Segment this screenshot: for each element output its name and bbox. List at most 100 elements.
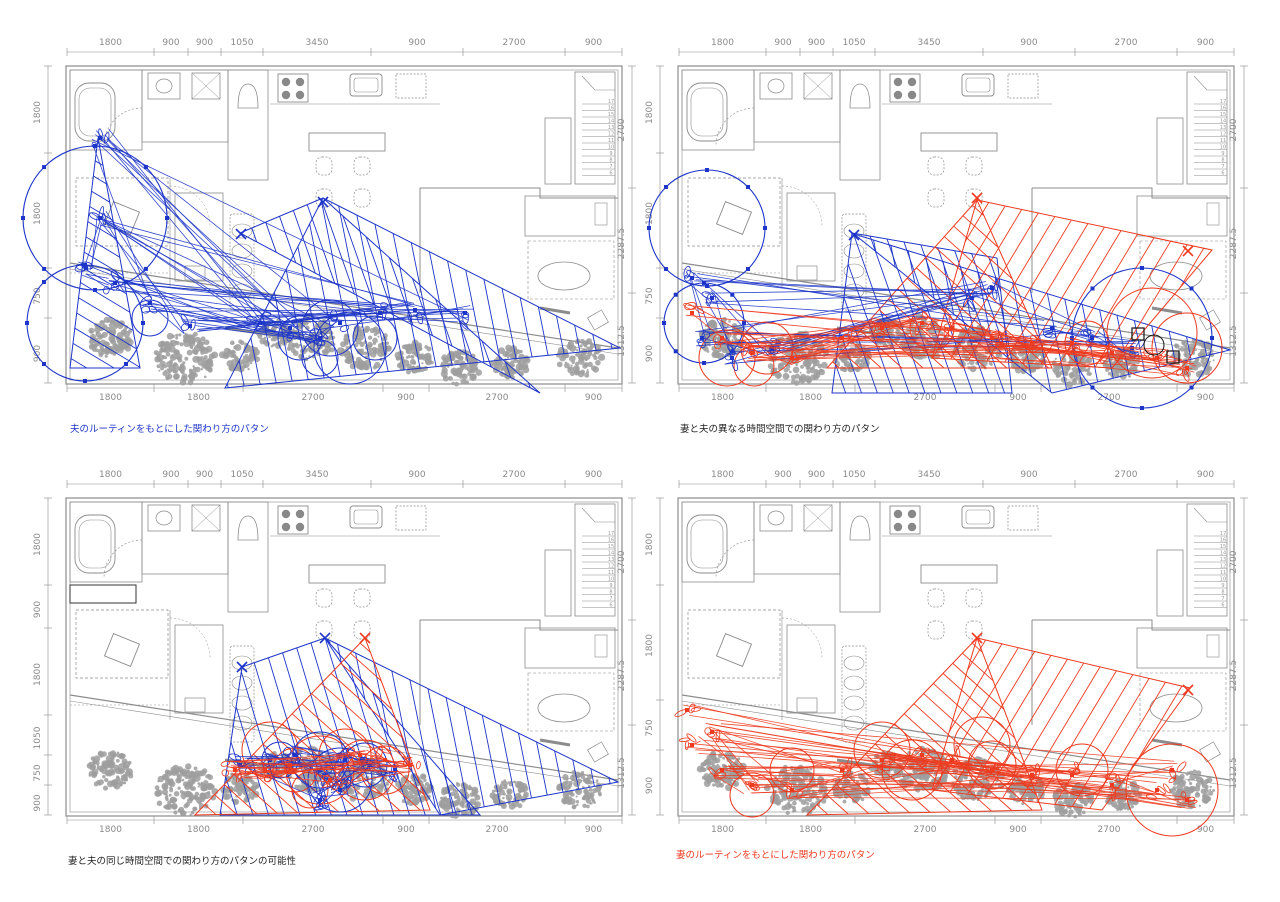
washroom-wall <box>141 69 229 143</box>
panel-wife: 1800 900 900 1050 3450 900 2700 900 1800 1800 2700… <box>632 470 1248 850</box>
trace-loop <box>1158 349 1169 361</box>
foliage-dot <box>1116 807 1120 812</box>
bathtub <box>74 514 116 574</box>
foliage-dot <box>565 780 569 784</box>
foliage-dot <box>248 791 251 794</box>
foliage-dot <box>577 370 585 378</box>
foliage-dot <box>200 781 203 784</box>
foliage-dot <box>1203 362 1207 366</box>
foliage-dot <box>471 786 479 794</box>
cross-stroke <box>359 632 371 644</box>
foliage-dot <box>105 355 108 358</box>
dining-chair <box>965 156 983 176</box>
foliage-dot <box>377 343 384 349</box>
trace-line <box>316 321 337 345</box>
trace-line <box>743 334 884 349</box>
trace-node <box>393 768 397 772</box>
burner <box>893 522 903 532</box>
cross-stroke <box>848 229 860 241</box>
dimension-label-top: 3450 <box>918 470 941 480</box>
foliage-dot <box>192 809 195 812</box>
zone-circle-node <box>1090 286 1095 291</box>
foliage-dot <box>232 798 240 806</box>
dimension-label-left: 900 <box>33 601 43 618</box>
foliage-dot <box>451 356 456 361</box>
husband-view-hatch <box>420 746 442 816</box>
foliage-dot <box>940 778 946 784</box>
trace-line <box>239 755 266 768</box>
zone-circle-node <box>673 349 678 354</box>
trace-loop <box>791 357 804 364</box>
trace-node <box>318 798 322 802</box>
bathtub <box>686 514 728 574</box>
husband-view-hatch <box>292 210 316 274</box>
husband-view-hatch <box>572 759 580 790</box>
zone-circle-node <box>21 216 25 220</box>
foliage-dot <box>575 800 580 804</box>
foliage-dot <box>113 346 117 349</box>
foliage-dot <box>573 368 580 375</box>
marker-square <box>1131 327 1145 341</box>
foliage-dot <box>202 788 206 792</box>
foliage-dot <box>182 338 188 344</box>
panel-husband: 1800 900 900 1050 3450 900 2700 900 1800 1800 2700… <box>20 38 636 418</box>
husband-view-hatch <box>873 239 877 252</box>
wife-view-hatch <box>204 804 217 815</box>
trace-line <box>719 321 889 344</box>
zone-circle-node <box>1070 336 1074 340</box>
trace-loop <box>290 768 297 775</box>
toilet-wall <box>227 69 269 181</box>
trace-line <box>377 762 380 766</box>
foliage-dot <box>1024 794 1027 797</box>
trace-loop <box>1100 351 1109 364</box>
wife-view-hatch <box>962 215 999 248</box>
zone-circle-node <box>763 226 767 230</box>
trace-line <box>92 144 150 297</box>
burner <box>281 77 291 87</box>
origin-cross <box>235 228 247 240</box>
zone-circle-node <box>143 266 148 271</box>
dining-chair <box>315 188 333 208</box>
foliage-dot <box>165 351 171 357</box>
foliage-dot <box>205 345 213 353</box>
foliage-dot <box>1195 362 1202 368</box>
foliage-dot <box>821 369 824 372</box>
bathtub-inner <box>78 519 112 569</box>
wife-view-hatch <box>832 361 840 369</box>
foliage-dot <box>113 764 119 771</box>
dimension-label-left: 1800 <box>645 533 655 556</box>
foliage-dot <box>88 327 95 334</box>
trace-line <box>705 288 994 294</box>
trace-loop <box>396 760 408 767</box>
foliage-dot <box>775 800 782 806</box>
kitchen-sink <box>349 73 383 97</box>
dimension-label-top: 3450 <box>306 38 329 48</box>
trace-loop <box>1042 328 1054 334</box>
husband-view-hatch <box>78 297 134 331</box>
foliage-dot <box>821 798 827 804</box>
stair-landing <box>1193 507 1227 523</box>
outer-wall <box>677 497 1235 817</box>
closet <box>544 117 572 185</box>
husband-view-hatch <box>87 221 117 240</box>
dimension-label-left: 1800 <box>33 663 43 686</box>
burner <box>295 509 305 519</box>
stair-step-number: 15 <box>608 544 614 550</box>
trace-loop <box>260 311 272 319</box>
foliage-dot <box>451 381 455 386</box>
trace-loop <box>336 776 343 787</box>
trace-loop <box>331 782 339 791</box>
bedroom-rug <box>527 240 615 300</box>
dimension-label-top: 900 <box>162 38 179 48</box>
diagonal-wall <box>69 694 619 781</box>
trace-node <box>690 276 694 280</box>
stove <box>889 73 921 103</box>
foliage-dot <box>343 353 347 357</box>
husband-view-hatch <box>554 750 564 793</box>
foliage-dot <box>117 338 121 343</box>
dining-chair <box>315 620 333 640</box>
trace-line <box>183 320 313 340</box>
diagonal-wall <box>681 262 1231 349</box>
foliage-dot <box>171 787 174 790</box>
